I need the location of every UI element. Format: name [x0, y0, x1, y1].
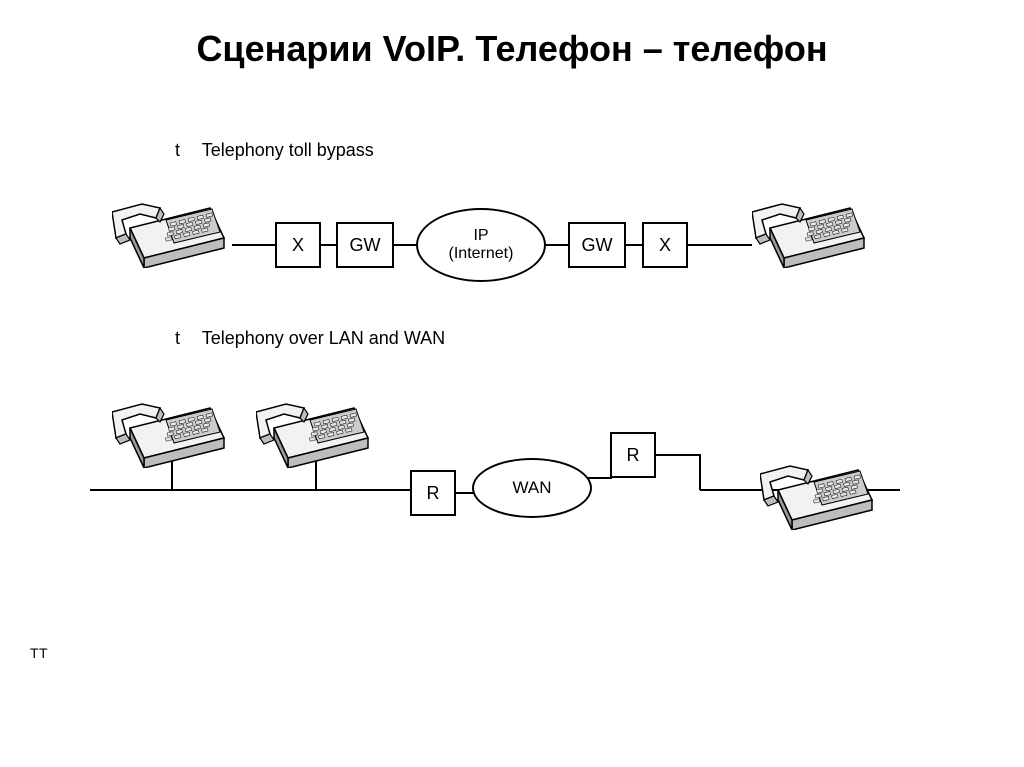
edge: [232, 244, 275, 246]
node-r-left: R: [410, 470, 456, 516]
edge: [394, 244, 416, 246]
node-gw-left: GW: [336, 222, 394, 268]
phone-icon: [256, 390, 376, 473]
phone-icon: [752, 190, 872, 273]
phone-icon: [112, 190, 232, 273]
node-cloud-ip: IP (Internet): [416, 208, 546, 282]
node-x-right: X: [642, 222, 688, 268]
edge: [699, 454, 701, 490]
edge: [688, 244, 752, 246]
footer-label: TT: [30, 645, 48, 661]
edge: [626, 244, 642, 246]
caption-prefix: t: [175, 140, 197, 161]
caption-text: Telephony over LAN and WAN: [202, 328, 445, 348]
node-x-left: X: [275, 222, 321, 268]
cloud-label-top: IP: [473, 227, 488, 245]
caption-prefix: t: [175, 328, 197, 349]
diagram1-caption: t Telephony toll bypass: [175, 140, 374, 161]
edge: [321, 244, 336, 246]
page-title: Сценарии VoIP. Телефон – телефон: [0, 28, 1024, 70]
diagram2-caption: t Telephony over LAN and WAN: [175, 328, 445, 349]
lan-bus-left: [90, 489, 440, 491]
edge: [588, 477, 612, 479]
caption-text: Telephony toll bypass: [202, 140, 374, 160]
phone-icon: [760, 452, 880, 535]
node-r-right: R: [610, 432, 656, 478]
node-cloud-wan: WAN: [472, 458, 592, 518]
edge: [546, 244, 568, 246]
edge: [656, 454, 700, 456]
cloud-label-bottom: (Internet): [449, 245, 514, 263]
phone-icon: [112, 390, 232, 473]
node-gw-right: GW: [568, 222, 626, 268]
